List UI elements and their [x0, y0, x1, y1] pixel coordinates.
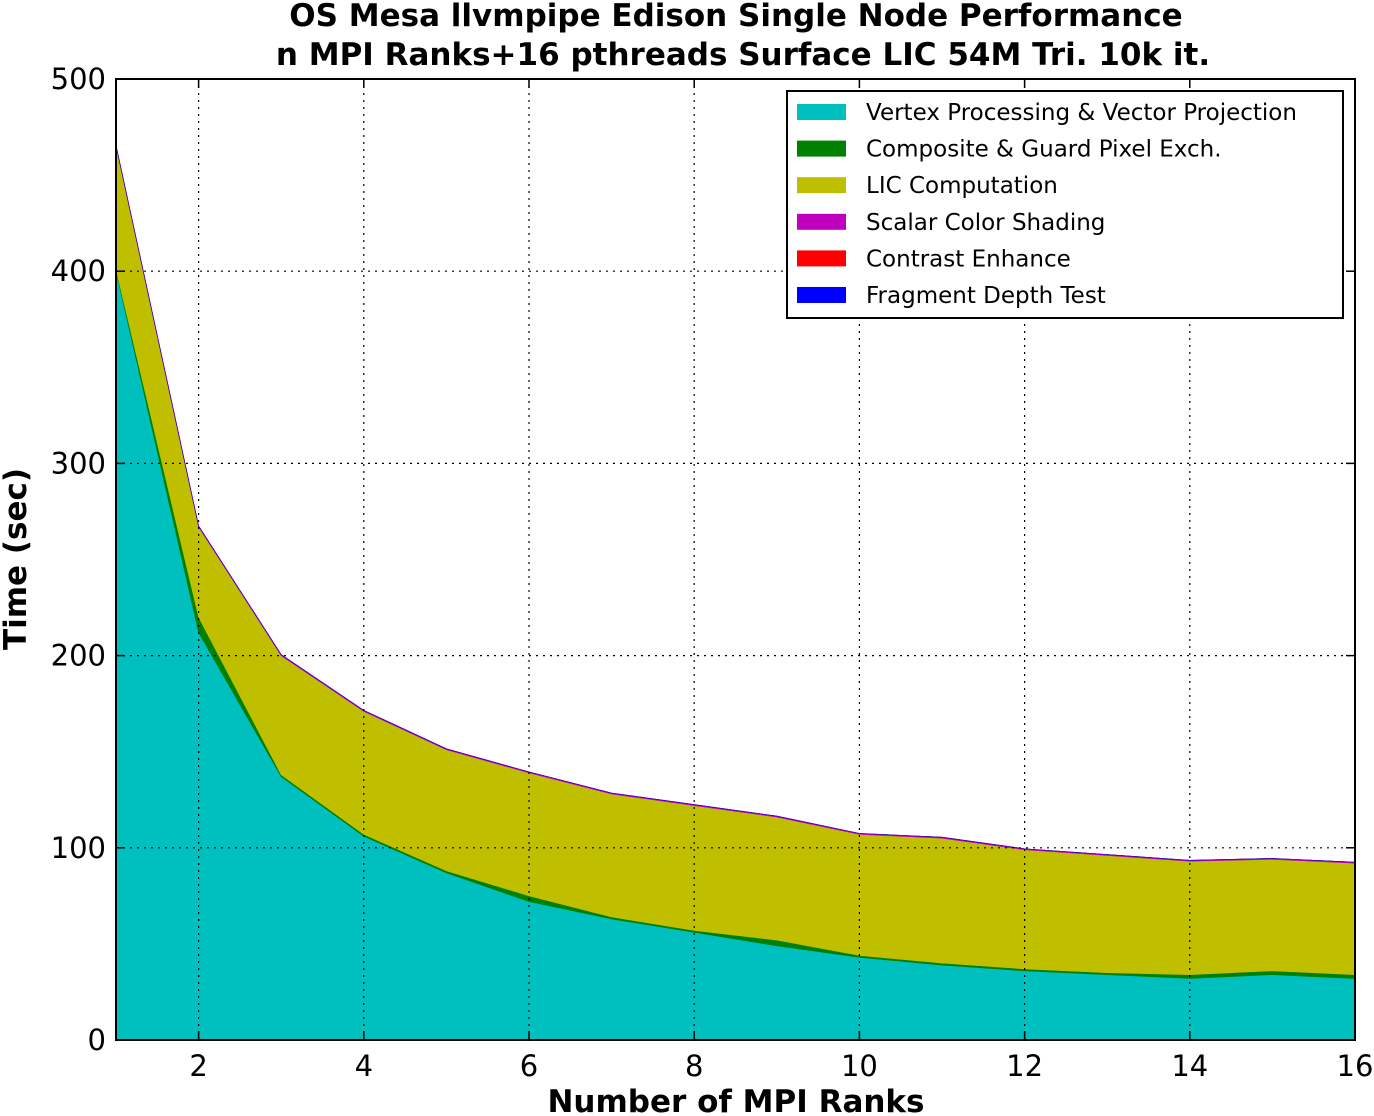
x-tick-label: 14 [1171, 1049, 1208, 1083]
legend-swatch [797, 140, 846, 157]
x-tick-label: 2 [189, 1049, 207, 1083]
legend-label: Contrast Enhance [866, 246, 1071, 272]
legend-swatch [797, 287, 846, 303]
legend-label: LIC Computation [866, 173, 1058, 199]
legend-swatch [797, 250, 846, 267]
y-tick-label: 500 [51, 62, 106, 96]
y-tick-label: 100 [51, 831, 106, 865]
legend-swatch [797, 177, 846, 194]
y-axis-label: Time (sec) [0, 468, 34, 650]
legend-box [786, 90, 1344, 319]
y-tick-label: 0 [88, 1023, 106, 1057]
legend-label: Fragment Depth Test [866, 283, 1106, 309]
plot-frame [115, 78, 1356, 1041]
chart-subtitle: n MPI Ranks+16 pthreads Surface LIC 54M … [276, 37, 1210, 73]
x-tick-label: 4 [355, 1049, 373, 1083]
x-tick-label: 6 [520, 1049, 538, 1083]
y-tick-label: 200 [51, 639, 106, 673]
y-tick-labels: 0 100 200 300 400 500 [51, 62, 106, 1057]
legend-swatch [797, 213, 846, 230]
y-tick-label: 300 [51, 446, 106, 480]
y-tick-label: 400 [51, 254, 106, 288]
x-tick-label: 16 [1337, 1049, 1374, 1083]
x-tick-labels: 2 4 6 8 10 12 14 16 [189, 1049, 1373, 1083]
chart-title: OS Mesa llvmpipe Edison Single Node Perf… [289, 0, 1182, 34]
axis-ticks [116, 78, 1356, 1041]
legend-label: Scalar Color Shading [866, 210, 1105, 236]
legend-label: Vertex Processing & Vector Projection [866, 100, 1297, 126]
x-tick-label: 8 [685, 1049, 703, 1083]
x-tick-label: 10 [841, 1049, 878, 1083]
legend: Vertex Processing & Vector Projection Com… [786, 90, 1344, 319]
x-axis-label: Number of MPI Ranks [547, 1084, 924, 1116]
x-tick-label: 12 [1006, 1049, 1043, 1083]
legend-label: Composite & Guard Pixel Exch. [866, 137, 1222, 163]
legend-swatch [797, 104, 846, 120]
